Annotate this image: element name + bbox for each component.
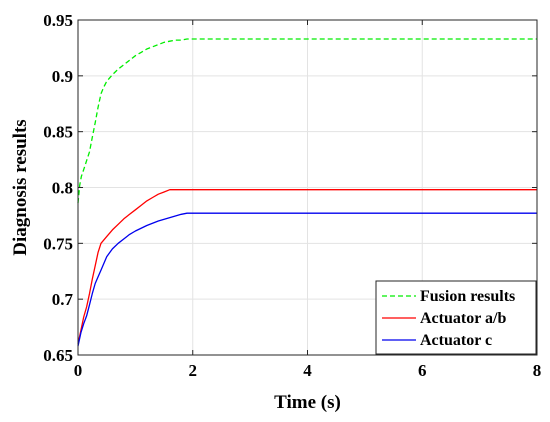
y-tick-label: 0.75 [43,234,73,253]
series-line-1 [77,189,537,344]
y-tick-label: 0.85 [43,123,73,142]
x-axis-label: Time (s) [274,392,341,413]
legend-label-2: Actuator c [420,332,492,349]
legend-label-1: Actuator a/b [420,310,506,327]
x-tick-label: 0 [74,361,83,380]
legend-label-0: Fusion results [420,288,515,305]
y-axis-label: Diagnosis results [10,119,31,255]
y-tick-label: 0.95 [43,11,73,30]
x-tick-label: 6 [418,361,427,380]
y-tick-label: 0.65 [43,346,73,365]
x-tick-label: 8 [533,361,542,380]
y-tick-label: 0.7 [52,290,74,309]
ticks: 0 2 4 6 8 0.65 0.7 0.75 0.8 0.85 0.9 0.95 [43,11,541,380]
series-line-2 [77,212,537,347]
series-group [77,38,537,347]
x-tick-label: 2 [189,361,198,380]
y-tick-label: 0.9 [52,67,73,86]
legend: Fusion results Actuator a/b Actuator c [375,280,537,355]
y-tick-label: 0.8 [52,179,73,198]
series-line-0 [77,38,537,204]
x-tick-label: 4 [303,361,312,380]
